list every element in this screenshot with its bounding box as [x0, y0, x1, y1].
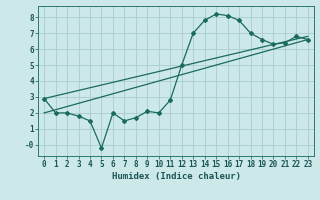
X-axis label: Humidex (Indice chaleur): Humidex (Indice chaleur): [111, 172, 241, 181]
